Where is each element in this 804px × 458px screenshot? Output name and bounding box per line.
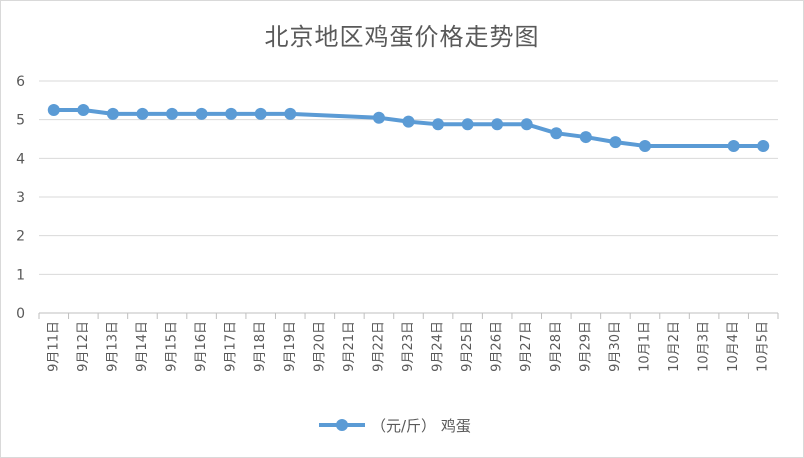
data-point-0-5 [195,107,208,120]
x-tick-label: 9月30日 [608,321,623,372]
chart-title: 北京地区鸡蛋价格走势图 [264,23,540,51]
x-tick-label: 9月29日 [578,321,593,372]
x-tick-label: 9月19日 [283,321,298,372]
legend: （元/斤） 鸡蛋 [319,417,471,435]
series-lines [51,108,766,148]
y-tick-label: 3 [16,190,25,206]
data-point-0-6 [225,107,238,120]
y-axis-ticks: 0 1 2 3 4 5 6 [16,74,25,322]
x-tick-label: 9月13日 [105,321,120,372]
x-tick-label: 9月26日 [490,321,505,372]
y-tick-label: 1 [16,267,25,283]
x-tick-label: 10月3日 [697,321,712,372]
x-tick-label: 9月27日 [519,321,534,372]
gridlines [39,80,778,275]
x-tick-label: 10月2日 [667,321,682,372]
legend-swatch-marker [336,419,348,431]
y-tick-label: 4 [16,151,25,167]
data-point-0-11 [372,111,385,124]
legend-label: （元/斤） 鸡蛋 [371,417,471,435]
x-tick-label: 9月25日 [460,321,475,372]
x-tick-label: 9月18日 [253,321,268,372]
data-points [47,104,770,152]
data-point-0-4 [166,107,179,120]
data-point-0-16 [520,118,533,131]
y-tick-label: 5 [16,113,25,129]
data-point-0-12 [402,115,415,128]
x-tick-label: 10月4日 [726,321,741,372]
data-point-0-19 [609,136,622,149]
x-tick-label: 9月16日 [194,321,209,372]
data-point-0-2 [106,107,119,120]
data-point-0-20 [638,139,651,152]
data-point-0-1 [77,104,90,116]
x-tick-label: 9月20日 [312,321,327,372]
data-point-0-15 [491,118,504,131]
y-tick-label: 6 [16,74,25,90]
data-point-0-0 [47,104,60,116]
series-line [51,108,766,148]
x-axis: 9月11日 9月12日 9月13日 9月14日 9月15日 9月16日 9月17日 9月18日… [38,312,779,372]
x-tick-label: 10月1日 [637,321,652,372]
x-tick-label: 9月15日 [165,321,180,372]
data-point-0-23 [727,139,740,152]
y-tick-label: 0 [16,306,25,322]
x-tick-label: 9月22日 [371,321,386,372]
data-point-0-3 [136,107,149,120]
data-point-0-24 [757,139,770,152]
x-tick-label: 9月14日 [135,321,150,372]
data-point-0-13 [432,118,445,131]
data-point-0-8 [284,107,297,120]
x-tick-label: 9月12日 [76,321,91,372]
x-tick-label: 10月5日 [756,321,771,372]
y-tick-label: 2 [16,229,25,245]
x-tick-label: 9月21日 [342,321,357,372]
x-tick-label: 9月11日 [46,321,61,372]
x-tick-label: 9月28日 [549,321,564,372]
data-point-0-17 [550,127,563,140]
data-point-0-7 [254,107,267,120]
x-tick-label: 9月17日 [224,321,239,372]
data-point-0-18 [579,131,592,144]
data-point-0-14 [461,118,474,131]
x-tick-label: 9月24日 [431,321,446,372]
x-tick-label: 9月23日 [401,321,416,372]
